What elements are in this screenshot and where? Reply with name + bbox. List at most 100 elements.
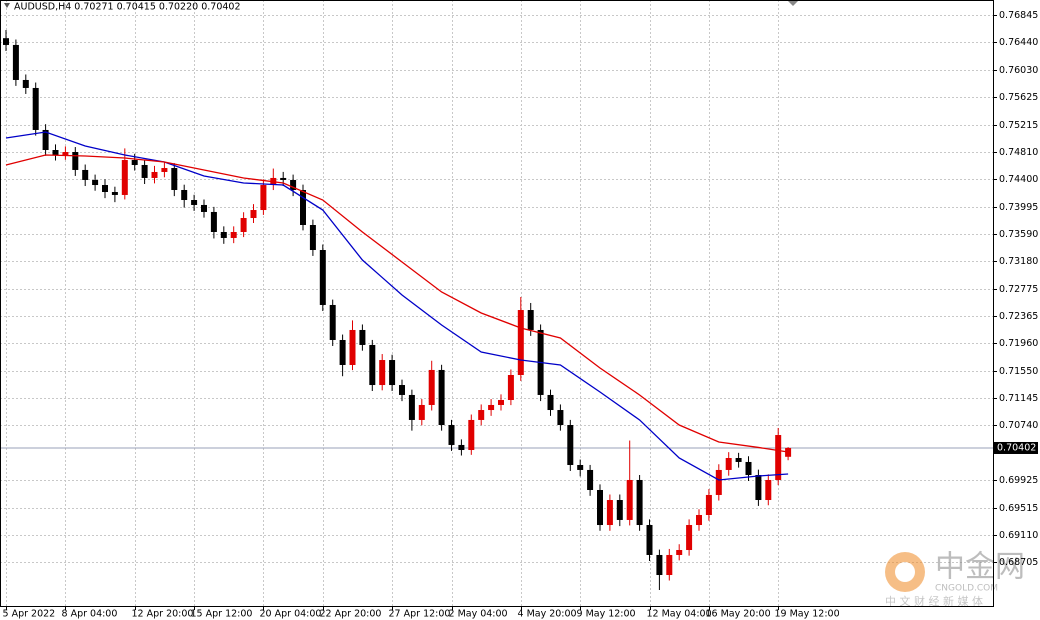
- current-price-label: 0.70402: [997, 442, 1036, 453]
- candle-body: [141, 164, 148, 178]
- candle-body: [210, 211, 217, 232]
- plot-border: [0, 0, 994, 607]
- candle-body: [517, 310, 524, 376]
- candle-body: [12, 44, 19, 80]
- y-tick-label: 0.75625: [999, 92, 1038, 103]
- candle-body: [191, 200, 198, 205]
- candle-body: [52, 150, 59, 155]
- candle-body: [399, 385, 405, 395]
- x-tick-label: 12 May 04:00: [647, 609, 712, 620]
- candle-body: [3, 38, 9, 45]
- watermark-slogan: 中 文 财 经 新 媒 体: [885, 594, 983, 608]
- candle-body: [567, 425, 574, 465]
- y-tick-label: 0.71550: [999, 366, 1038, 377]
- candle-body: [82, 169, 89, 180]
- y-tick-label: 0.74400: [999, 174, 1038, 185]
- candle-body: [715, 469, 722, 495]
- candle-body: [478, 410, 485, 420]
- x-tick-label: 27 Apr 12:00: [389, 609, 451, 620]
- candle-body: [606, 500, 613, 526]
- candle-body: [349, 329, 356, 365]
- chart-title: AUDUSD,H4 0.70271 0.70415 0.70220 0.7040…: [14, 2, 241, 13]
- candle-body: [309, 225, 316, 251]
- candle-body: [369, 344, 376, 386]
- candle-body: [745, 461, 752, 476]
- x-tick-label: 2 May 04:00: [449, 609, 508, 620]
- candle-body: [240, 218, 247, 232]
- candle-body: [686, 525, 693, 551]
- current-price-box: [994, 441, 1038, 454]
- candle-body: [626, 479, 633, 520]
- symbol-icon: [4, 3, 10, 8]
- x-tick-label: 20 Apr 04:00: [260, 609, 322, 620]
- candle-body: [32, 87, 39, 130]
- candle-body: [171, 168, 178, 190]
- candle-body: [656, 554, 663, 576]
- x-tick-label: 12 Apr 20:00: [132, 609, 194, 620]
- candle-body: [547, 394, 554, 411]
- candle-body: [597, 489, 603, 526]
- moving-average: [5, 154, 789, 453]
- x-tick-label: 15 Apr 12:00: [191, 609, 253, 620]
- candle-body: [765, 479, 772, 501]
- candle-body: [448, 425, 455, 445]
- x-tick-label: 16 May 20:00: [706, 609, 771, 620]
- x-tick-label: 8 Apr 04:00: [62, 609, 118, 620]
- candle-body: [260, 185, 267, 211]
- grid: [0, 0, 993, 607]
- candle-body: [319, 250, 326, 305]
- y-tick-label: 0.69110: [999, 530, 1038, 541]
- moving-average: [5, 131, 789, 481]
- candle-body: [527, 310, 534, 330]
- candle-body: [201, 204, 207, 212]
- shift-marker: [788, 1, 798, 6]
- watermark-name: 中金网: [935, 550, 1025, 585]
- candle-body: [458, 444, 465, 451]
- candle-body: [181, 189, 188, 201]
- y-tick-label: 0.72775: [999, 284, 1038, 295]
- y-tick-label: 0.76030: [999, 65, 1038, 76]
- candle-body: [507, 375, 514, 401]
- candle-body: [121, 160, 128, 195]
- y-tick-label: 0.68705: [999, 557, 1038, 568]
- candle-body: [131, 160, 138, 165]
- candle-body: [230, 231, 237, 238]
- candle-body: [775, 435, 782, 480]
- candle-body: [339, 339, 346, 365]
- y-tick-label: 0.75215: [999, 120, 1038, 131]
- candle-body: [92, 179, 99, 186]
- candle-body: [72, 152, 79, 170]
- watermark-site: CNGOLD.COM: [935, 584, 998, 594]
- x-tick-label: 19 May 12:00: [775, 609, 840, 620]
- candle-body: [250, 210, 257, 219]
- candle-body: [577, 464, 584, 470]
- candle-body: [636, 479, 643, 526]
- logo-inner: [895, 562, 915, 582]
- candle-body: [102, 185, 108, 193]
- watermark: 中金网 CNGOLD.COM 中 文 财 经 新 媒 体: [885, 550, 1025, 608]
- candle-body: [408, 394, 415, 420]
- y-tick-label: 0.73180: [999, 256, 1038, 267]
- candle-body: [666, 554, 673, 576]
- candle-body: [498, 400, 504, 405]
- candle-body: [290, 179, 297, 190]
- candle-body: [705, 494, 712, 515]
- x-tick-label: 5 Apr 2022: [3, 609, 56, 620]
- x-tick-label: 9 May 12:00: [577, 609, 636, 620]
- x-tick-label: 22 Apr 20:00: [320, 609, 382, 620]
- candle-body: [646, 525, 653, 555]
- candle-body: [359, 329, 366, 345]
- candle-body: [42, 129, 49, 151]
- y-tick-label: 0.71960: [999, 338, 1038, 349]
- y-tick-label: 0.74810: [999, 147, 1038, 158]
- y-tick-label: 0.69515: [999, 503, 1038, 514]
- candle-body: [22, 79, 29, 88]
- candle-body: [725, 458, 732, 470]
- candle-body: [62, 152, 69, 155]
- y-tick-label: 0.73995: [999, 202, 1038, 213]
- candle-body: [735, 458, 742, 462]
- candle-body: [300, 189, 306, 226]
- candle-body: [785, 447, 792, 457]
- y-tick-label: 0.69925: [999, 475, 1038, 486]
